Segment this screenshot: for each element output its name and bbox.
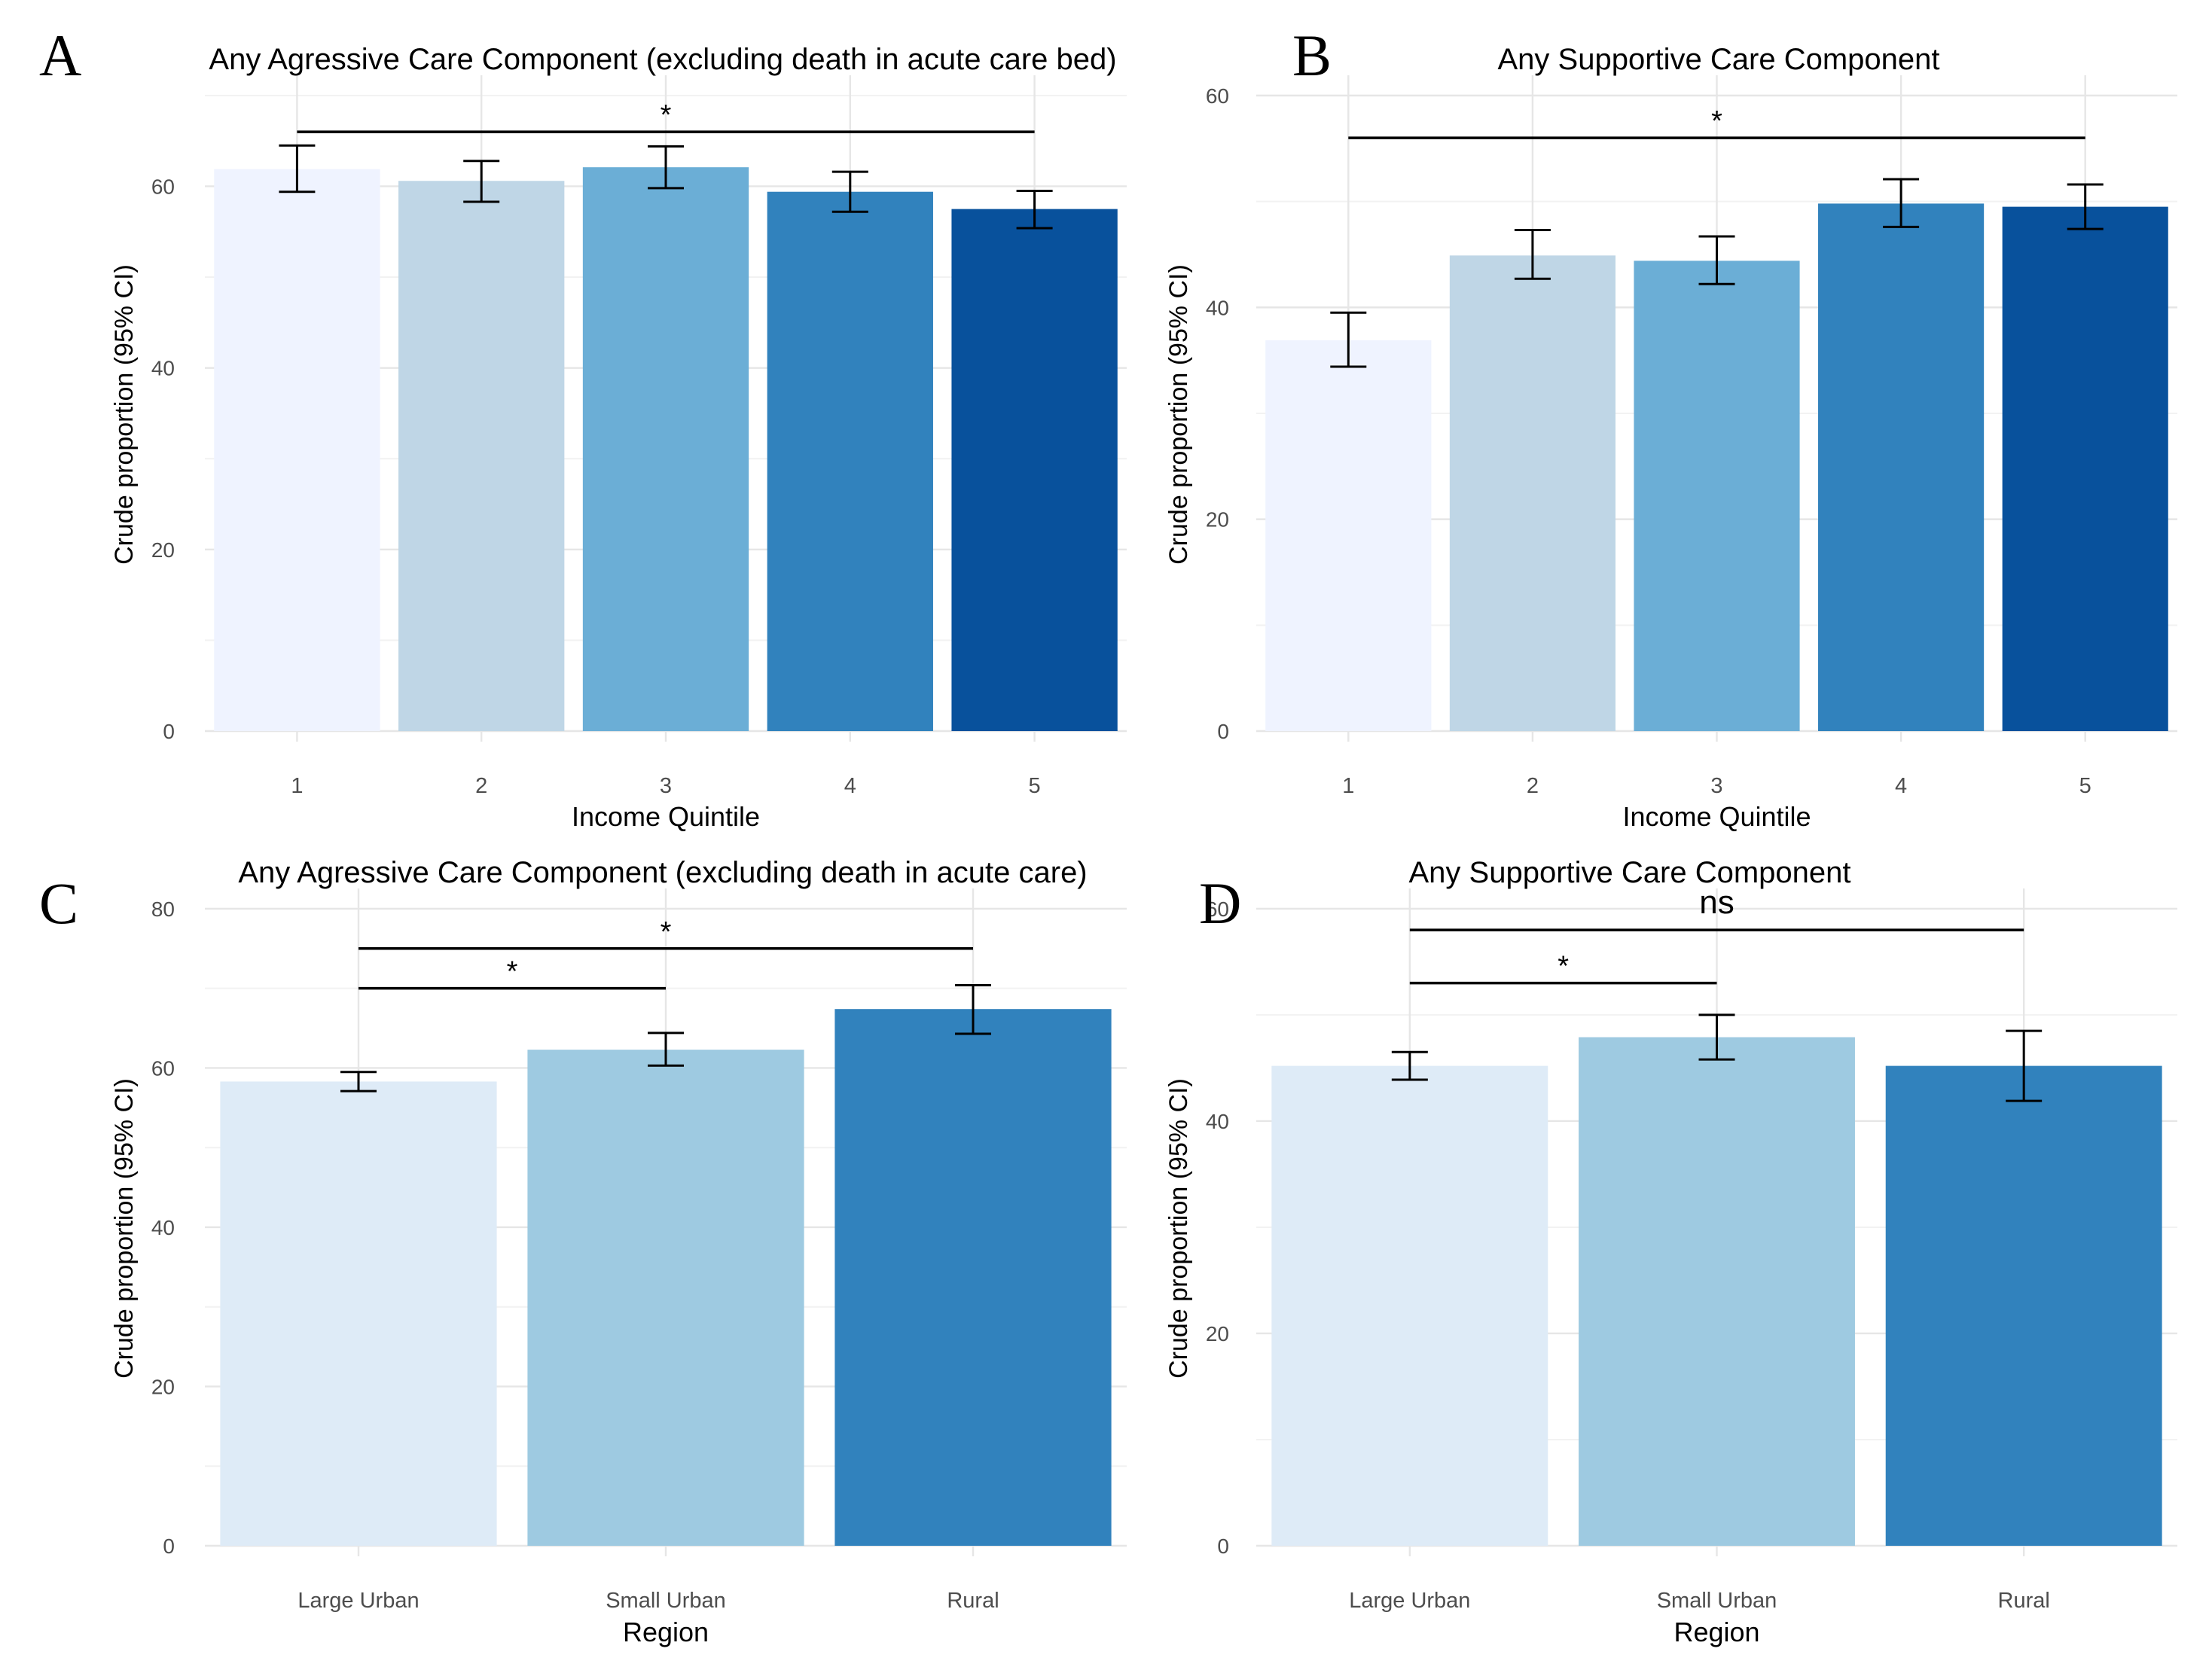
significance-label: *: [507, 956, 518, 988]
x-tick-label: 5: [2079, 774, 2091, 798]
x-tick-label: 3: [1710, 774, 1722, 798]
bar-rural: [1885, 1065, 2162, 1546]
error-bar: [1016, 190, 1053, 230]
panel-letter: A: [39, 23, 81, 88]
y-tick-label: 20: [1206, 1322, 1229, 1345]
y-tick-label: 60: [1206, 897, 1229, 921]
bar-3: [582, 167, 749, 731]
chart-title: Any Supportive Care Component: [1498, 43, 1940, 76]
y-axis-label: Crude proportion (95% CI): [110, 1078, 139, 1379]
error-bar: [340, 1071, 377, 1093]
x-axis-label: Region: [1673, 1617, 1759, 1647]
x-tick-label: Large Urban: [1349, 1589, 1470, 1613]
bar-2: [398, 181, 565, 731]
bar-5: [2002, 206, 2168, 732]
panel-b: * 0 20 40 60 1 2 3 4 5 Income Quintile Crude propor…: [1164, 23, 2177, 832]
x-tick-label: 4: [1895, 774, 1907, 798]
bar-small-urban: [1579, 1037, 1855, 1546]
error-bar: [2006, 1029, 2043, 1102]
error-bar: [1698, 1013, 1735, 1061]
x-tick-label: 2: [1527, 774, 1539, 798]
x-axis-label: Region: [623, 1617, 709, 1647]
x-tick-label: 1: [1342, 774, 1354, 798]
error-bar: [648, 145, 684, 190]
panel-a: * 0 20 40 60 1 2 3 4 5 Income Quintile Crude propor…: [39, 23, 1127, 832]
x-tick-label: Rural: [1998, 1589, 2050, 1613]
x-tick-label: 2: [475, 774, 487, 798]
error-bar: [648, 1032, 684, 1067]
x-tick-label: Rural: [947, 1589, 999, 1613]
bar-4: [1818, 203, 1985, 732]
y-tick-label: 60: [151, 175, 175, 198]
x-tick-label: 5: [1029, 774, 1041, 798]
panel-c: * * 0 20 40 60 80 Large Urban Small Urban Rural Re…: [39, 856, 1127, 1647]
error-bar: [1330, 311, 1367, 368]
bar-4: [767, 191, 933, 732]
x-axis-label: Income Quintile: [1622, 801, 1811, 832]
significance-label: ns: [1699, 884, 1734, 921]
y-tick-label: 60: [1206, 84, 1229, 108]
panel-letter: B: [1292, 23, 1332, 88]
significance-label: *: [661, 916, 672, 948]
significance-label: *: [661, 99, 672, 131]
y-tick-label: 0: [163, 1534, 175, 1558]
significance-label: *: [1711, 105, 1722, 137]
panel-letter: C: [39, 870, 78, 936]
error-bar: [831, 170, 868, 213]
x-tick-label: 3: [660, 774, 672, 798]
bar-large-urban: [1271, 1065, 1548, 1546]
bar-1: [214, 169, 380, 731]
bar-2: [1449, 255, 1616, 732]
y-tick-label: 60: [151, 1056, 175, 1080]
y-tick-label: 0: [1217, 1534, 1229, 1558]
error-bar: [1514, 229, 1551, 280]
y-tick-label: 20: [151, 538, 175, 562]
error-bar: [1698, 235, 1735, 285]
x-axis-label: Income Quintile: [572, 801, 760, 832]
panel-d: * ns 0 20 40 60 Large Urban Small Urban Rural Reg…: [1164, 856, 2177, 1647]
x-tick-label: 4: [844, 774, 856, 798]
y-tick-label: 40: [1206, 1110, 1229, 1133]
bar-1: [1265, 340, 1432, 731]
error-bar: [279, 144, 316, 194]
bar-3: [1634, 261, 1800, 732]
bar-large-urban: [220, 1081, 497, 1546]
error-bar: [463, 160, 500, 203]
y-tick-label: 0: [1217, 720, 1229, 743]
bar-5: [951, 209, 1118, 731]
error-bar: [955, 983, 991, 1035]
y-tick-label: 20: [151, 1375, 175, 1398]
error-bar: [2067, 183, 2104, 230]
error-bar: [1391, 1050, 1428, 1081]
y-axis-label: Crude proportion (95% CI): [1164, 264, 1193, 565]
y-tick-label: 40: [1206, 296, 1229, 319]
y-tick-label: 40: [151, 357, 175, 380]
bar-small-urban: [527, 1050, 804, 1546]
significance-label: *: [1558, 951, 1569, 983]
error-bar: [1883, 178, 1920, 228]
panel-letter: D: [1199, 870, 1241, 936]
x-tick-label: Small Urban: [606, 1589, 726, 1613]
x-tick-label: Small Urban: [1657, 1589, 1777, 1613]
y-tick-label: 80: [151, 897, 175, 921]
chart-title: Any Agressive Care Component (excluding …: [209, 43, 1116, 76]
x-tick-label: 1: [291, 774, 303, 798]
chart-title: Any Agressive Care Component (excluding …: [238, 856, 1087, 889]
y-axis-label: Crude proportion (95% CI): [110, 264, 139, 565]
y-axis-label: Crude proportion (95% CI): [1164, 1078, 1193, 1379]
x-tick-label: Large Urban: [297, 1589, 419, 1613]
y-tick-label: 40: [151, 1216, 175, 1239]
bar-rural: [834, 1009, 1112, 1546]
y-tick-label: 20: [1206, 508, 1229, 532]
y-tick-label: 0: [163, 720, 175, 743]
chart-title: Any Supportive Care Component: [1409, 856, 1851, 889]
